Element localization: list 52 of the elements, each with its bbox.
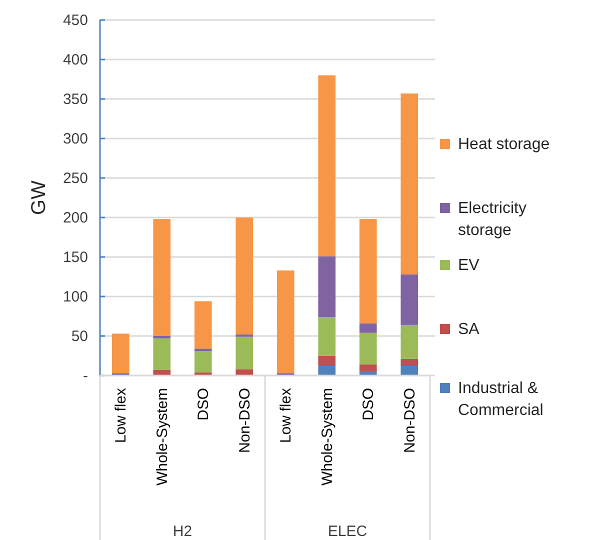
bar xyxy=(400,274,418,325)
bar xyxy=(318,256,336,318)
bar xyxy=(318,356,336,366)
bar xyxy=(400,324,418,359)
y-tick-label: - xyxy=(83,367,88,384)
bar xyxy=(359,332,377,364)
bar xyxy=(194,351,212,372)
x-tick-label: Whole-System xyxy=(154,388,171,486)
legend-label: Heat storage xyxy=(458,136,550,153)
bar xyxy=(112,334,130,374)
bar xyxy=(400,93,418,274)
text: ELEC xyxy=(328,523,368,540)
x-tick-label: DSO xyxy=(360,388,378,421)
x-tick-label: Low flex xyxy=(112,388,130,444)
bar xyxy=(359,364,377,372)
y-tick-label: 300 xyxy=(62,130,88,148)
legend-label: Industrial & Commercial xyxy=(458,380,544,419)
bar xyxy=(276,270,294,374)
bar xyxy=(359,323,377,333)
y-tick-label: 350 xyxy=(62,90,88,108)
bar xyxy=(153,338,171,370)
bar xyxy=(400,366,418,376)
y-tick-label: 250 xyxy=(62,170,88,187)
y-tick-label: 400 xyxy=(62,51,88,68)
text: H2 xyxy=(172,523,192,540)
bar xyxy=(318,317,336,356)
y-tick-label: 450 xyxy=(62,12,88,29)
bar xyxy=(236,369,254,376)
bar xyxy=(236,334,254,337)
bar xyxy=(318,75,336,256)
legend-label: Electricity storage xyxy=(458,200,526,239)
bar xyxy=(194,348,212,352)
bar xyxy=(400,358,418,366)
bar xyxy=(153,219,171,336)
bar xyxy=(236,336,254,370)
y-tick-label: 150 xyxy=(62,248,88,266)
bar xyxy=(359,219,377,324)
legend-label: EV xyxy=(458,257,480,274)
x-tick-label: Low flex xyxy=(278,388,295,444)
bar xyxy=(194,301,212,349)
x-tick-label: Whole-System xyxy=(318,388,336,486)
y-axis-title: GW xyxy=(28,180,50,215)
legend-label: SA xyxy=(458,321,480,338)
y-tick-label: 100 xyxy=(62,288,88,306)
bar xyxy=(236,218,254,334)
y-tick-label: 200 xyxy=(62,209,88,226)
x-tick-label: DSO xyxy=(195,388,212,421)
bar xyxy=(153,370,171,376)
x-tick-label: Non-DSO xyxy=(401,388,418,454)
bar xyxy=(318,366,336,376)
x-tick-label: Non-DSO xyxy=(236,388,254,454)
y-tick-label: 50 xyxy=(71,328,88,345)
